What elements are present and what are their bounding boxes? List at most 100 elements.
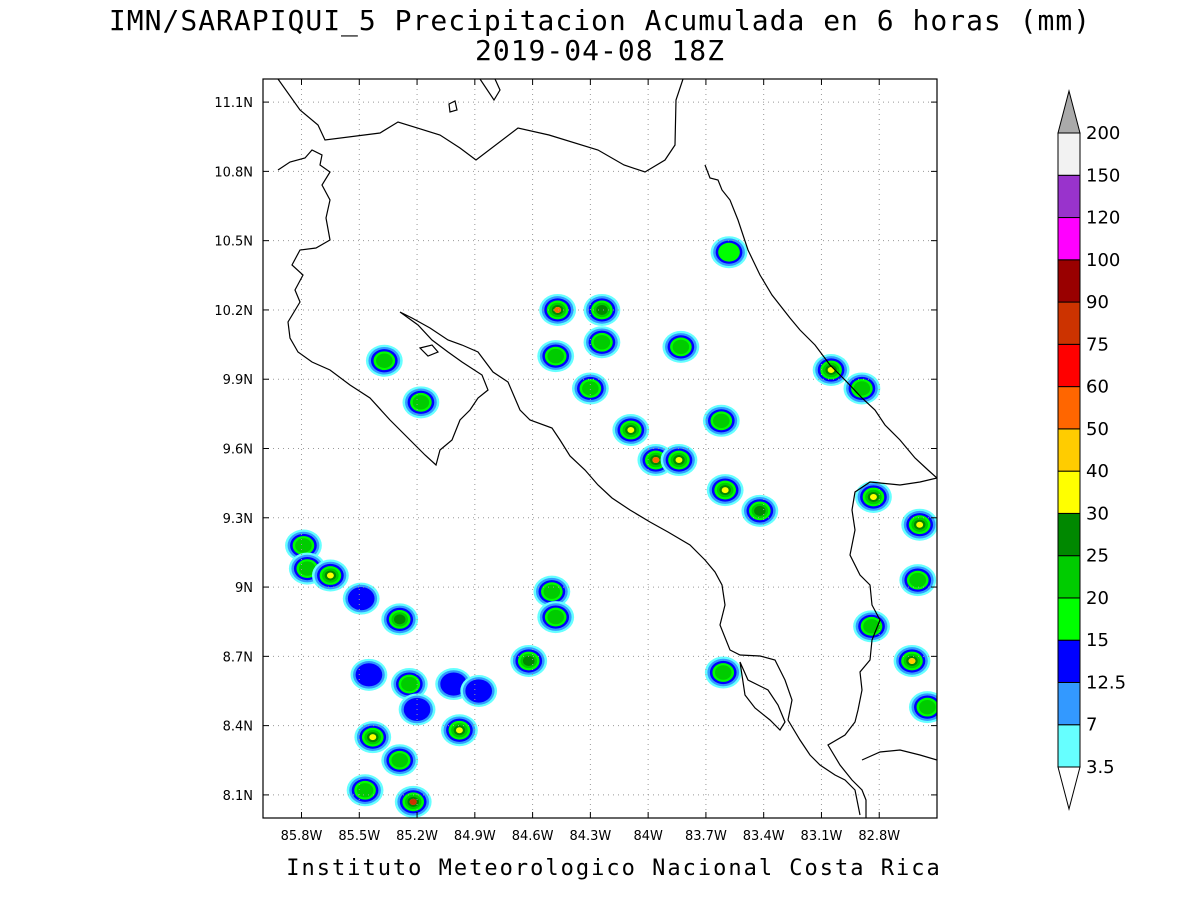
precip-contour xyxy=(909,572,927,588)
precip-cell xyxy=(346,774,384,807)
precip-contour xyxy=(347,587,375,611)
colorbar-swatch xyxy=(1057,681,1081,726)
precip-cell xyxy=(704,656,742,689)
lat-tick-label: 10.5N xyxy=(214,235,253,250)
precip-cell xyxy=(741,494,779,527)
precip-contour xyxy=(355,663,383,687)
lon-tick-label: 83.1W xyxy=(801,829,843,844)
lon-tick-label: 82.8W xyxy=(858,829,900,844)
colorbar-label: 120 xyxy=(1086,208,1120,229)
colorbar-label: 100 xyxy=(1086,250,1120,271)
lon-tick-label: 85.2W xyxy=(396,829,438,844)
precip-cell xyxy=(710,236,748,269)
colorbar-label: 25 xyxy=(1086,546,1109,567)
precip-contour xyxy=(401,676,418,692)
precip-contour xyxy=(299,561,316,576)
precip-field xyxy=(285,236,937,818)
precip-cell xyxy=(662,330,700,363)
precip-cell xyxy=(702,404,740,437)
precip-cell xyxy=(571,372,609,405)
precip-cell xyxy=(312,559,349,592)
precip-cell xyxy=(460,674,498,707)
precip-contour xyxy=(870,493,877,500)
colorbar-label: 3.5 xyxy=(1086,757,1115,778)
precip-contour xyxy=(369,734,377,741)
precip-cell xyxy=(908,691,937,724)
precip-contour xyxy=(554,306,562,313)
precip-contour xyxy=(455,727,463,734)
colorbar-swatch xyxy=(1057,470,1081,514)
precip-cell xyxy=(365,344,403,377)
axis-ticks: 85.8W 85.5W 85.2W 84.9W 84.6W 84.3W 84W 83.7W 83… xyxy=(214,79,937,844)
colorbar-label: 90 xyxy=(1086,292,1109,313)
precip-contour xyxy=(908,657,916,664)
precip-cell xyxy=(537,601,575,634)
precip-contour xyxy=(582,381,599,396)
precip-cell xyxy=(706,474,744,507)
lat-tick-label: 9N xyxy=(235,581,253,596)
precip-cell xyxy=(510,644,548,677)
colorbar-swatch xyxy=(1057,386,1081,430)
precip-contour xyxy=(295,538,312,553)
precip-contour xyxy=(718,242,740,262)
colorbar-swatch xyxy=(1057,132,1081,176)
precip-contour xyxy=(440,672,467,696)
precip-cell xyxy=(390,668,428,701)
map-subtitle-date: 2019-04-08 18Z xyxy=(474,34,725,67)
colorbar-label: 75 xyxy=(1086,334,1109,355)
footer-credit: Instituto Meteorologico Nacional Costa R… xyxy=(286,856,942,881)
precip-cell xyxy=(812,353,850,386)
precip-cell xyxy=(843,372,881,405)
colorbar-swatch xyxy=(1057,343,1081,388)
lon-tick-label: 84.3W xyxy=(569,829,611,844)
precip-cell xyxy=(354,721,392,754)
precip-cell xyxy=(853,610,890,643)
precip-cell xyxy=(899,564,937,597)
colorbar-swatch xyxy=(1057,555,1081,599)
precip-contour xyxy=(627,427,635,434)
plot-area xyxy=(263,79,937,818)
colorbar-label: 20 xyxy=(1086,588,1109,609)
precip-cell xyxy=(855,480,892,513)
colorbar-swatch xyxy=(1057,174,1081,219)
precip-contour xyxy=(672,339,690,355)
lat-tick-label: 10.2N xyxy=(214,304,253,319)
colorbar-label: 7 xyxy=(1086,715,1097,736)
colorbar-swatch xyxy=(1057,259,1081,303)
precip-contour xyxy=(754,505,766,516)
colorbar-label: 150 xyxy=(1086,165,1120,186)
precip-cell xyxy=(402,386,440,419)
precip-contour xyxy=(652,457,660,464)
precip-contour xyxy=(721,487,729,494)
lon-tick-label: 83.7W xyxy=(685,829,727,844)
precip-cell xyxy=(441,714,478,747)
precip-contour xyxy=(543,584,561,599)
lat-tick-label: 8.1N xyxy=(223,789,253,804)
map-title: IMN/SARAPIQUI_5 Precipitacion Acumulada … xyxy=(108,4,1092,37)
precip-cell xyxy=(381,603,419,636)
precip-cell xyxy=(537,340,575,373)
precip-cell xyxy=(533,575,571,608)
coastline xyxy=(277,79,937,818)
precip-cell xyxy=(350,658,388,691)
precip-cell xyxy=(660,444,698,477)
gridlines xyxy=(263,79,937,818)
precip-contour xyxy=(412,395,430,410)
colorbar-label: 15 xyxy=(1086,630,1109,651)
lat-tick-label: 9.3N xyxy=(223,512,253,527)
lon-tick-label: 85.5W xyxy=(338,829,380,844)
colorbar-label: 60 xyxy=(1086,377,1109,398)
colorbar-swatch xyxy=(1057,428,1081,472)
colorbar: 3.5 7 12.5 15 20 25 30 40 50 60 75 90 100 120 150 200 xyxy=(1057,89,1126,811)
lat-tick-label: 9.6N xyxy=(223,443,253,458)
lat-tick-label: 8.4N xyxy=(223,720,253,735)
colorbar-label: 40 xyxy=(1086,461,1109,482)
precip-contour xyxy=(376,353,393,368)
precip-contour xyxy=(391,753,409,768)
precip-cell xyxy=(285,529,322,562)
precip-cell xyxy=(381,744,419,777)
precip-contour xyxy=(409,798,417,805)
precip-contour xyxy=(356,783,374,798)
lat-tick-label: 9.9N xyxy=(223,373,253,388)
